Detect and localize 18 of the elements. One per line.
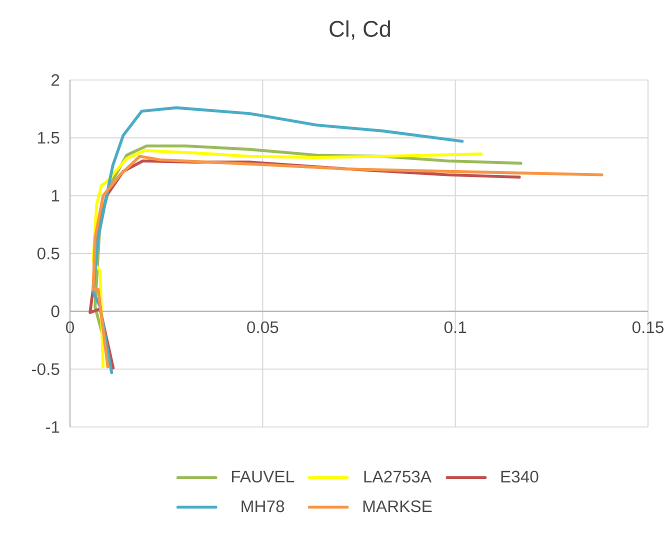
legend-label: E340 bbox=[501, 470, 538, 483]
y-tick-label: 1.5 bbox=[38, 132, 60, 144]
legend-label: MH78 bbox=[242, 500, 284, 512]
line-series bbox=[92, 154, 604, 368]
legend-label: FAUVEL bbox=[232, 470, 294, 482]
legend-label: MARKSE bbox=[363, 500, 432, 512]
x-tick-label: 0.05 bbox=[247, 321, 278, 334]
y-tick-label: 2 bbox=[52, 74, 60, 86]
y-tick-label: 0 bbox=[51, 305, 60, 318]
legend-label: LA2753A bbox=[364, 470, 432, 483]
y-tick-label: -0.5 bbox=[32, 363, 60, 376]
x-tick-label: 0 bbox=[66, 321, 74, 334]
y-tick-label: 1 bbox=[52, 190, 60, 202]
y-tick-label: 0.5 bbox=[37, 248, 60, 260]
y-tick-label: -1 bbox=[46, 421, 60, 433]
x-tick-label: 0.1 bbox=[444, 321, 466, 334]
x-tick-label: 0.15 bbox=[632, 321, 664, 334]
chart-title: Cl, Cd bbox=[330, 20, 390, 40]
